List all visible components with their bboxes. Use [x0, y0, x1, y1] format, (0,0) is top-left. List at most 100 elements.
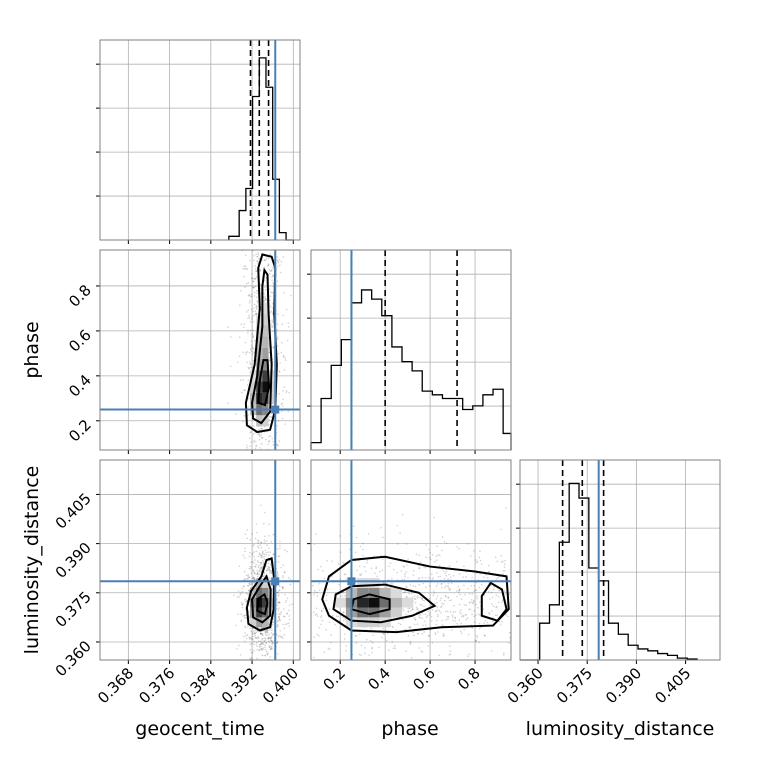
density-cell [357, 587, 369, 598]
sample-point [250, 308, 253, 311]
sample-point [267, 454, 269, 456]
density-cell [256, 597, 263, 608]
sample-point [249, 294, 251, 297]
sample-point [427, 645, 429, 647]
sample-point [251, 632, 254, 634]
sample-point [263, 640, 266, 642]
sample-point [202, 655, 204, 657]
sample-point [249, 348, 252, 351]
sample-point [253, 565, 256, 568]
sample-point [282, 355, 285, 358]
sample-point [268, 169, 270, 171]
sample-point [282, 575, 284, 577]
sample-point [407, 611, 410, 613]
sample-point [489, 598, 491, 600]
sample-point [244, 601, 247, 603]
sample-point [355, 634, 358, 637]
sample-point [278, 555, 281, 558]
sample-point [271, 326, 274, 328]
sample-point [517, 570, 519, 572]
sample-point [405, 564, 408, 567]
sample-point [413, 595, 416, 597]
sample-point [289, 600, 291, 602]
sample-point [258, 247, 260, 249]
sample-point [255, 643, 258, 646]
sample-point [422, 624, 424, 627]
x-tick-label: 0.375 [553, 664, 596, 707]
panel-frame [99, 249, 301, 451]
sample-point [276, 641, 278, 644]
sample-point [355, 536, 358, 539]
x-tick-label: 0.8 [454, 664, 484, 694]
sample-point [471, 593, 474, 595]
sample-point [264, 632, 267, 635]
sample-point [387, 661, 389, 663]
sample-point [276, 604, 278, 607]
sample-point [280, 115, 282, 117]
sample-point [260, 443, 263, 445]
sample-point [405, 585, 407, 588]
sample-point [266, 485, 268, 487]
sample-point [268, 288, 271, 290]
sample-point [259, 427, 262, 430]
sample-point [463, 584, 465, 587]
sample-point [269, 637, 271, 639]
sample-point [251, 651, 253, 654]
sample-point [276, 572, 279, 574]
sample-point [391, 625, 394, 628]
sample-point [532, 563, 534, 565]
sample-point [444, 595, 447, 598]
sample-point [242, 111, 244, 113]
y-tick-label: 0.8 [65, 281, 95, 311]
sample-point [253, 254, 255, 257]
sample-point [295, 571, 297, 573]
sample-point [327, 647, 330, 650]
sample-point [466, 543, 469, 545]
sample-point [539, 600, 541, 602]
sample-point [254, 277, 256, 280]
sample-point [260, 686, 262, 688]
sample-point [447, 615, 450, 618]
sample-point [268, 523, 270, 526]
sample-point [253, 439, 255, 442]
sample-point [256, 307, 258, 309]
sample-point [264, 236, 266, 238]
panel-content [100, 111, 300, 602]
sample-point [262, 247, 264, 249]
sample-point [247, 234, 249, 236]
sample-point [449, 588, 451, 590]
sample-point [238, 355, 241, 358]
sample-point [539, 573, 541, 575]
sample-point [418, 567, 421, 570]
sample-point [265, 277, 267, 279]
sample-point [471, 627, 474, 629]
sample-point [270, 640, 273, 642]
sample-point [441, 602, 443, 605]
sample-point [278, 593, 280, 596]
sample-point [505, 507, 507, 509]
sample-point [640, 592, 642, 594]
sample-point [448, 599, 451, 602]
sample-point [434, 632, 437, 634]
sample-point [394, 647, 396, 650]
sample-point [253, 572, 256, 575]
sample-point [235, 600, 237, 602]
density-cell [250, 617, 257, 628]
sample-point [270, 569, 272, 572]
sample-point [441, 582, 443, 585]
sample-point [280, 566, 283, 569]
sample-point [645, 616, 647, 618]
sample-point [263, 296, 266, 299]
sample-point [476, 597, 478, 600]
sample-point [267, 657, 269, 659]
sample-point [261, 479, 263, 481]
sample-point [256, 630, 259, 633]
sample-point [479, 559, 482, 562]
sample-point [533, 602, 535, 604]
sample-point [399, 623, 402, 626]
sample-point [321, 610, 323, 612]
panel-frame [99, 39, 301, 241]
sample-point [262, 145, 264, 147]
sample-point [613, 579, 615, 581]
sample-point [428, 556, 431, 559]
